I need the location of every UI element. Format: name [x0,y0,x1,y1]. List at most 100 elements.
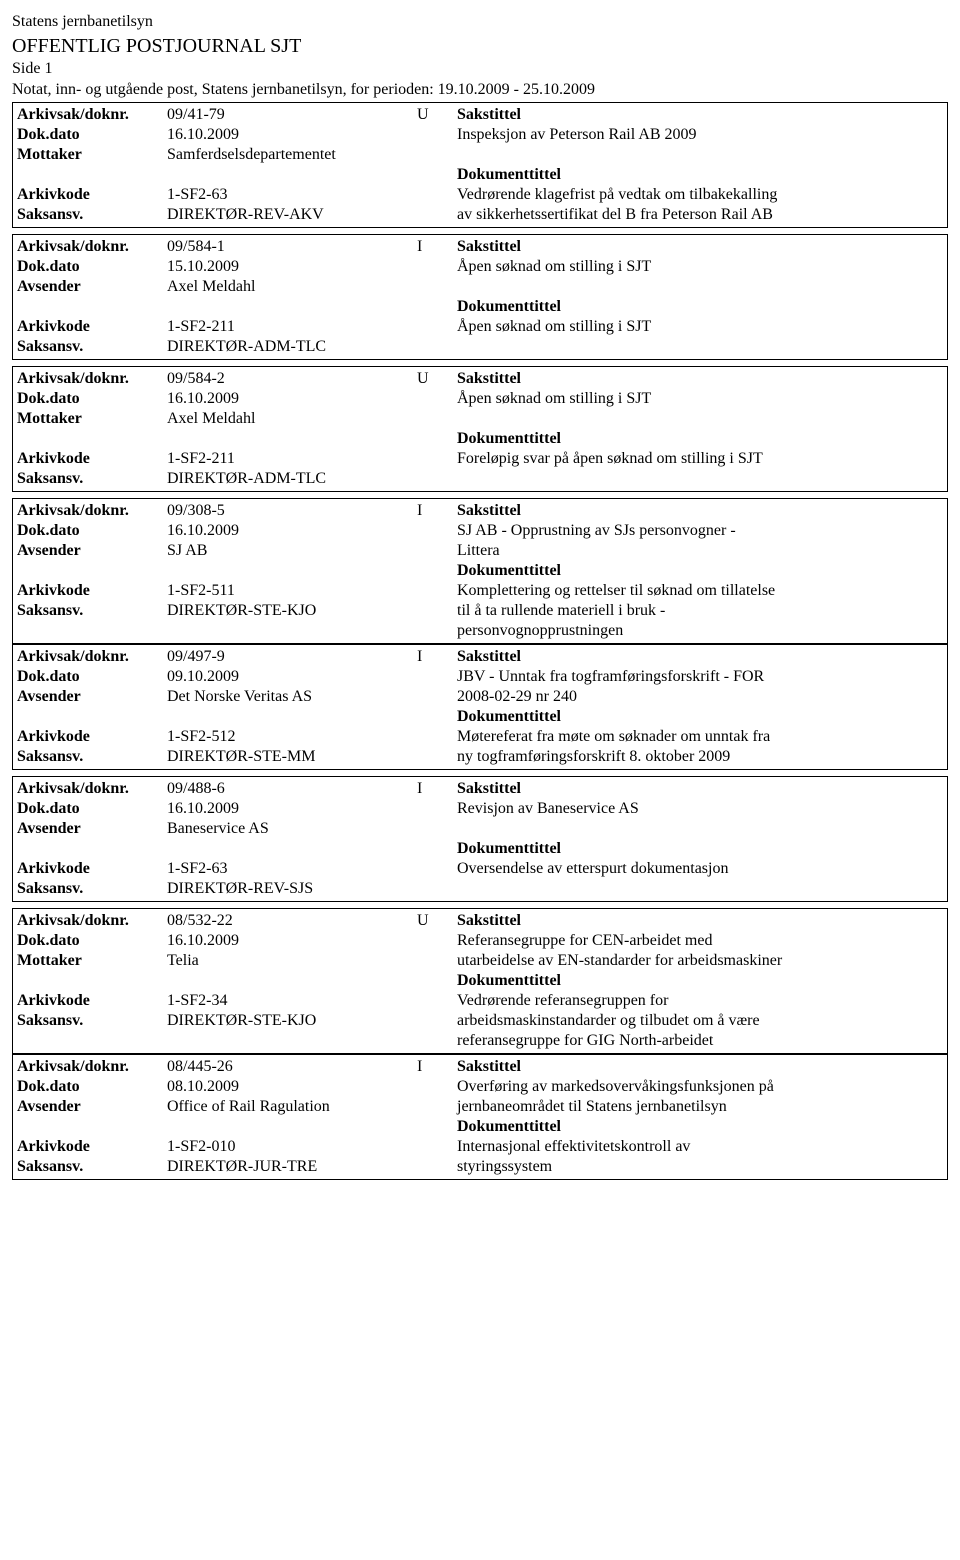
io-indicator: I [417,501,457,521]
journal-record: Arkivsak/doknr.08/445-26ISakstittelDok.d… [12,1054,948,1180]
sakstittel-text: SJ AB - Opprustning av SJs personvogner … [457,521,943,541]
arkivsak-value: 09/488-6 [167,779,417,799]
journal-record: Arkivsak/doknr.09/488-6ISakstittelDok.da… [12,776,948,902]
arkivsak-label: Arkivsak/doknr. [17,369,167,389]
doktittel-line: Vedrørende referansegruppen for [457,991,943,1011]
doktittel-line: til å ta rullende materiell i bruk - [457,601,943,621]
dokdato-label: Dok.dato [17,667,167,687]
io-indicator: I [417,779,457,799]
dokumenttittel-label: Dokumenttittel [457,561,943,581]
party-label: Avsender [17,1097,167,1117]
journal-record: Arkivsak/doknr.08/532-22USakstittelDok.d… [12,908,948,1054]
dokumenttittel-label: Dokumenttittel [457,707,943,727]
arkivsak-value: 09/41-79 [167,105,417,125]
doktittel-line: styringssystem [457,1157,943,1177]
page-header: Statens jernbanetilsyn OFFENTLIG POSTJOU… [12,12,948,100]
saksansv-value: DIREKTØR-STE-KJO [167,1011,417,1031]
dokdato-label: Dok.dato [17,125,167,145]
arkivkode-label: Arkivkode [17,991,167,1011]
party-value: Telia [167,951,417,971]
arkivkode-value: 1-SF2-512 [167,727,417,747]
dokdato-value: 16.10.2009 [167,389,417,409]
sakstittel-label: Sakstittel [457,369,943,389]
dokumenttittel-label: Dokumenttittel [457,297,943,317]
saksansv-label: Saksansv. [17,1157,167,1177]
dokdato-label: Dok.dato [17,931,167,951]
dokdato-value: 16.10.2009 [167,799,417,819]
party-label: Mottaker [17,145,167,165]
arkivkode-label: Arkivkode [17,317,167,337]
sakstittel-extra: utarbeidelse av EN-standarder for arbeid… [457,951,943,971]
sakstittel-label: Sakstittel [457,911,943,931]
party-label: Mottaker [17,409,167,429]
saksansv-value: DIREKTØR-JUR-TRE [167,1157,417,1177]
period-subtitle: Notat, inn- og utgående post, Statens je… [12,80,948,101]
party-value: SJ AB [167,541,417,561]
dokdato-label: Dok.dato [17,389,167,409]
sakstittel-label: Sakstittel [457,105,943,125]
doktittel-line: referansegruppe for GIG North-arbeidet [457,1031,943,1051]
sakstittel-text: Inspeksjon av Peterson Rail AB 2009 [457,125,943,145]
sakstittel-extra: jernbaneområdet til Statens jernbanetils… [457,1097,943,1117]
saksansv-label: Saksansv. [17,601,167,621]
dokumenttittel-label: Dokumenttittel [457,1117,943,1137]
doktittel-line: Foreløpig svar på åpen søknad om stillin… [457,449,943,469]
arkivsak-value: 08/532-22 [167,911,417,931]
doktittel-line: Møtereferat fra møte om søknader om unnt… [457,727,943,747]
arkivsak-label: Arkivsak/doknr. [17,779,167,799]
arkivsak-value: 08/445-26 [167,1057,417,1077]
journal-record: Arkivsak/doknr.09/497-9ISakstittel Dok.da… [12,644,948,770]
party-value: Axel Meldahl [167,409,417,429]
sakstittel-text: Åpen søknad om stilling i SJT [457,389,943,409]
saksansv-label: Saksansv. [17,1011,167,1031]
party-value: Det Norske Veritas AS [167,687,417,707]
dokdato-value: 16.10.2009 [167,521,417,541]
journal-record: Arkivsak/doknr.09/41-79USakstittel Dok.da… [12,102,948,228]
arkivsak-label: Arkivsak/doknr. [17,501,167,521]
sakstittel-text: Overføring av markedsovervåkingsfunksjon… [457,1077,943,1097]
sakstittel-label: Sakstittel [457,647,943,667]
arkivkode-label: Arkivkode [17,1137,167,1157]
dokdato-label: Dok.dato [17,521,167,541]
arkivkode-label: Arkivkode [17,859,167,879]
sakstittel-label: Sakstittel [457,501,943,521]
arkivsak-value: 09/497-9 [167,647,417,667]
dokdato-label: Dok.dato [17,799,167,819]
arkivkode-value: 1-SF2-211 [167,317,417,337]
arkivsak-label: Arkivsak/doknr. [17,105,167,125]
dokumenttittel-label: Dokumenttittel [457,839,943,859]
saksansv-label: Saksansv. [17,469,167,489]
saksansv-label: Saksansv. [17,205,167,225]
arkivkode-value: 1-SF2-211 [167,449,417,469]
party-value: Baneservice AS [167,819,417,839]
saksansv-label: Saksansv. [17,337,167,357]
doktittel-line: arbeidsmaskinstandarder og tilbudet om å… [457,1011,943,1031]
arkivkode-label: Arkivkode [17,727,167,747]
party-label: Avsender [17,541,167,561]
saksansv-value: DIREKTØR-REV-AKV [167,205,417,225]
party-label: Avsender [17,687,167,707]
saksansv-value: DIREKTØR-ADM-TLC [167,337,417,357]
arkivsak-label: Arkivsak/doknr. [17,647,167,667]
io-indicator: I [417,647,457,667]
doktittel-line: personvognopprustningen [457,621,943,641]
sakstittel-label: Sakstittel [457,237,943,257]
doktittel-line: Åpen søknad om stilling i SJT [457,317,943,337]
saksansv-value: DIREKTØR-ADM-TLC [167,469,417,489]
saksansv-value: DIREKTØR-STE-MM [167,747,417,767]
sakstittel-text: Åpen søknad om stilling i SJT [457,257,943,277]
arkivkode-value: 1-SF2-010 [167,1137,417,1157]
journal-title: OFFENTLIG POSTJOURNAL SJT [12,33,948,59]
dokdato-label: Dok.dato [17,1077,167,1097]
party-value: Samferdselsdepartementet [167,145,417,165]
arkivkode-value: 1-SF2-63 [167,859,417,879]
sakstittel-text: Referansegruppe for CEN-arbeidet med [457,931,943,951]
arkivsak-value: 09/584-1 [167,237,417,257]
io-indicator: U [417,369,457,389]
arkivsak-value: 09/584-2 [167,369,417,389]
io-indicator: U [417,105,457,125]
dokdato-value: 08.10.2009 [167,1077,417,1097]
page-number: Side 1 [12,59,948,80]
io-indicator: I [417,237,457,257]
dokumenttittel-label: Dokumenttittel [457,971,943,991]
